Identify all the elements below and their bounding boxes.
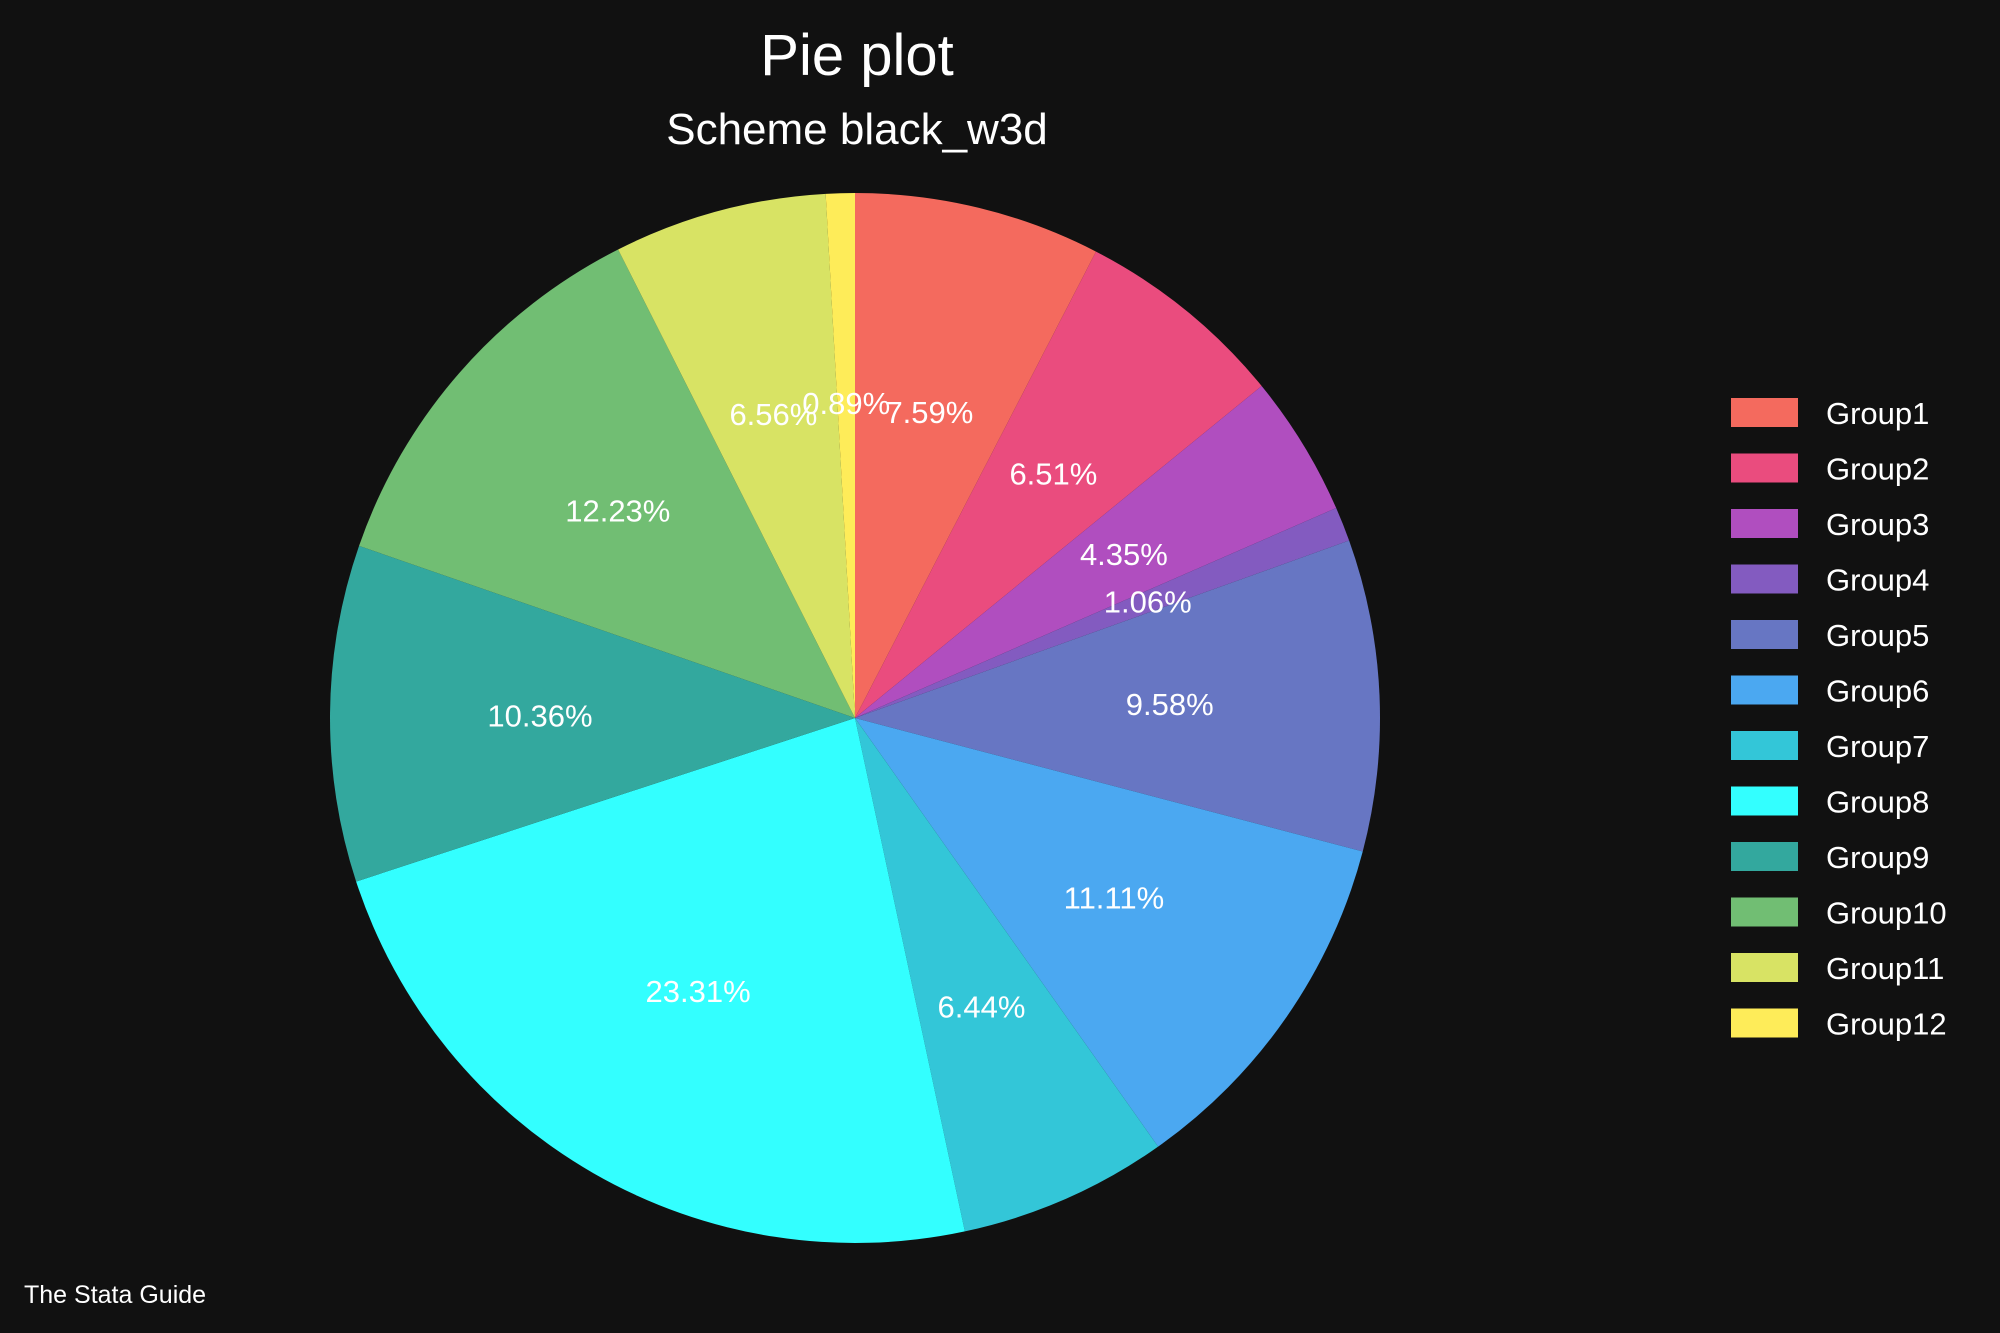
pie-slice-group6	[855, 718, 1363, 1147]
pie-slice-group7	[855, 718, 1159, 1232]
pie-slice-group8	[356, 718, 965, 1244]
pie-slice-group3	[855, 385, 1337, 718]
slice-label-group5: 9.58%	[1126, 687, 1214, 722]
slice-label-group6: 11.11%	[1064, 881, 1165, 916]
pie-slice-group1	[855, 193, 1097, 718]
legend-swatch-group9	[1731, 842, 1798, 871]
legend-swatch-group4	[1731, 564, 1798, 594]
legend-label-group7: Group7	[1826, 729, 1929, 764]
pie-slice-group10	[359, 249, 855, 719]
slice-label-group12: 0.89%	[802, 386, 890, 421]
legend-label-group3: Group3	[1826, 507, 1929, 542]
legend-swatch-group11	[1731, 953, 1798, 982]
legend-swatch-group10	[1731, 897, 1798, 927]
legend-label-group8: Group8	[1826, 785, 1929, 820]
slice-label-group3: 4.35%	[1080, 537, 1168, 572]
slice-label-group4: 1.06%	[1104, 585, 1192, 620]
legend-label-group5: Group5	[1826, 618, 1929, 653]
legend-swatch-group8	[1731, 786, 1798, 816]
legend-label-group4: Group4	[1826, 563, 1929, 598]
pie-slices	[330, 193, 1381, 1244]
legend-swatch-group3	[1731, 509, 1798, 538]
legend-label-group11: Group11	[1826, 951, 1944, 986]
pie-slice-group9	[330, 545, 856, 882]
chart-title: Pie plot	[760, 23, 953, 88]
legend-swatch-group5	[1731, 620, 1798, 649]
pie-slice-group12	[825, 193, 855, 718]
legend-label-group2: Group2	[1826, 452, 1929, 487]
legend-label-group6: Group6	[1826, 674, 1929, 709]
legend: Group1 Group2 Group3 Group4 Group5 Group6 Grou…	[1731, 396, 1947, 1042]
legend-swatch-group2	[1731, 453, 1798, 483]
chart-note: The Stata Guide	[24, 1281, 206, 1309]
legend-swatch-group6	[1731, 675, 1798, 705]
legend-swatch-group12	[1731, 1008, 1798, 1038]
slice-label-group1: 7.59%	[885, 395, 973, 430]
pie-slice-group2	[855, 251, 1262, 718]
slice-label-group8: 23.31%	[646, 974, 751, 1009]
slice-label-group7: 6.44%	[938, 990, 1026, 1025]
legend-label-group9: Group9	[1826, 840, 1929, 875]
legend-label-group10: Group10	[1826, 896, 1947, 931]
slice-label-group10: 12.23%	[565, 494, 670, 529]
slice-label-group11: 6.56%	[729, 397, 817, 432]
chart-subtitle: Scheme black_w3d	[666, 105, 1048, 154]
legend-swatch-group7	[1731, 731, 1798, 760]
pie-slice-group4	[855, 508, 1350, 718]
pie-slice-group11	[618, 193, 855, 718]
slice-label-group9: 10.36%	[487, 698, 592, 733]
legend-swatch-group1	[1731, 398, 1798, 427]
pie-slice-group5	[855, 540, 1381, 852]
slice-labels: 7.59% 6.51% 4.35% 1.06% 9.58% 11.11% 6.44% 23.3…	[487, 386, 1213, 1024]
slice-label-group2: 6.51%	[1009, 456, 1097, 491]
legend-label-group1: Group1	[1826, 396, 1929, 431]
legend-label-group12: Group12	[1826, 1007, 1947, 1042]
